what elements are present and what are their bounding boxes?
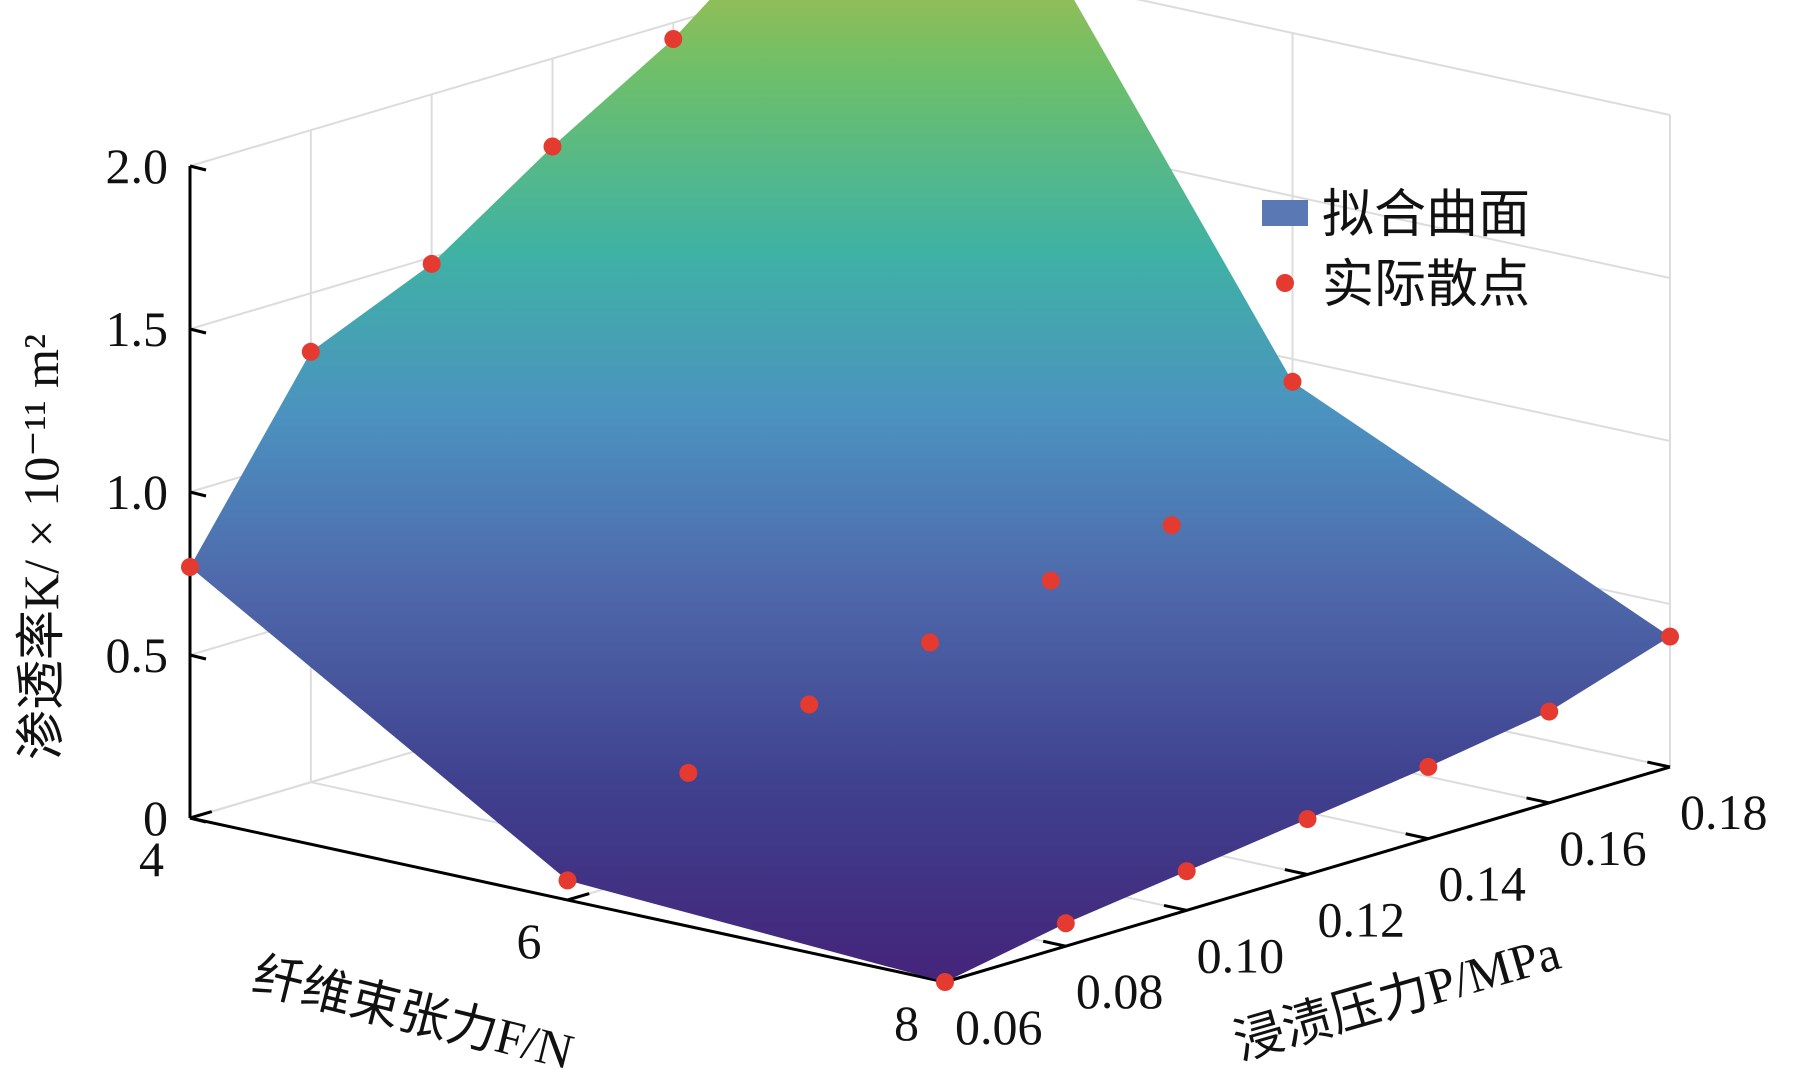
scatter-points — [181, 30, 1679, 991]
scatter-point — [422, 254, 441, 273]
y-tick-label: 0.08 — [1076, 963, 1164, 1019]
legend-scatter-label: 实际散点 — [1322, 257, 1530, 314]
tick-labels: 0 0.5 1.0 1.5 2.0 4 6 8 0.06 0.08 0.10 0.12 0.14 0.16… — [106, 138, 1768, 1055]
y-tick-label: 0.14 — [1438, 856, 1526, 912]
scatter-point — [1298, 810, 1317, 829]
z-tick — [189, 327, 207, 335]
scatter-point — [1056, 914, 1075, 933]
grid-line — [189, 0, 1671, 167]
fitted-surface — [190, 0, 1670, 982]
y-tick-label: 0.16 — [1559, 820, 1647, 876]
scatter-point — [301, 342, 320, 361]
scatter-point — [558, 871, 577, 890]
z-tick-label: 1.5 — [106, 301, 169, 357]
y-tick-label: 0.10 — [1197, 927, 1285, 983]
z-tick-label: 0.5 — [106, 627, 169, 683]
legend-scatter-marker — [1276, 274, 1294, 292]
scatter-point — [1041, 571, 1060, 590]
z-axis-label: 渗透率K/ × 10⁻¹¹ m² — [13, 334, 69, 760]
scatter-point — [1661, 627, 1679, 646]
z-tick-label: 2.0 — [106, 138, 169, 194]
y-tick-label: 0.18 — [1680, 784, 1768, 840]
scatter-point — [921, 633, 939, 652]
scatter-point — [800, 695, 819, 714]
y-tick — [1284, 868, 1308, 876]
y-tick-label: 0.06 — [955, 999, 1043, 1055]
fitted-surface-layer — [190, 0, 1670, 982]
x-tick — [567, 892, 590, 902]
scatter-point — [664, 30, 683, 48]
scatter-point — [181, 558, 199, 576]
axes — [188, 164, 1671, 984]
z-tick-label: 1.0 — [106, 464, 169, 520]
y-tick-label: 0.12 — [1318, 892, 1406, 948]
x-tick — [189, 810, 213, 820]
scatter-point — [1283, 372, 1302, 391]
x-tick-label: 6 — [517, 913, 542, 969]
y-tick — [1042, 939, 1067, 948]
y-tick — [1405, 832, 1429, 841]
z-tick — [189, 490, 207, 498]
legend-surface-swatch — [1262, 200, 1308, 226]
scatter-point — [1419, 757, 1438, 776]
z-tick-label: 0 — [143, 790, 168, 846]
scatter-point — [1177, 862, 1196, 881]
scatter-point — [543, 137, 562, 156]
legend: 拟合曲面 实际散点 — [1262, 187, 1530, 314]
x-tick-label: 4 — [139, 831, 164, 887]
scatter-point — [679, 763, 698, 782]
scatter-point — [936, 973, 954, 991]
legend-surface-label: 拟合曲面 — [1322, 187, 1530, 244]
x-tick-label: 8 — [894, 995, 919, 1051]
z-tick — [189, 653, 207, 661]
scatter-point — [1162, 516, 1181, 535]
scatter-point — [1540, 702, 1559, 721]
y-tick — [1647, 760, 1671, 769]
y-tick — [1526, 796, 1550, 805]
z-tick — [189, 164, 207, 172]
y-tick — [1163, 903, 1187, 912]
